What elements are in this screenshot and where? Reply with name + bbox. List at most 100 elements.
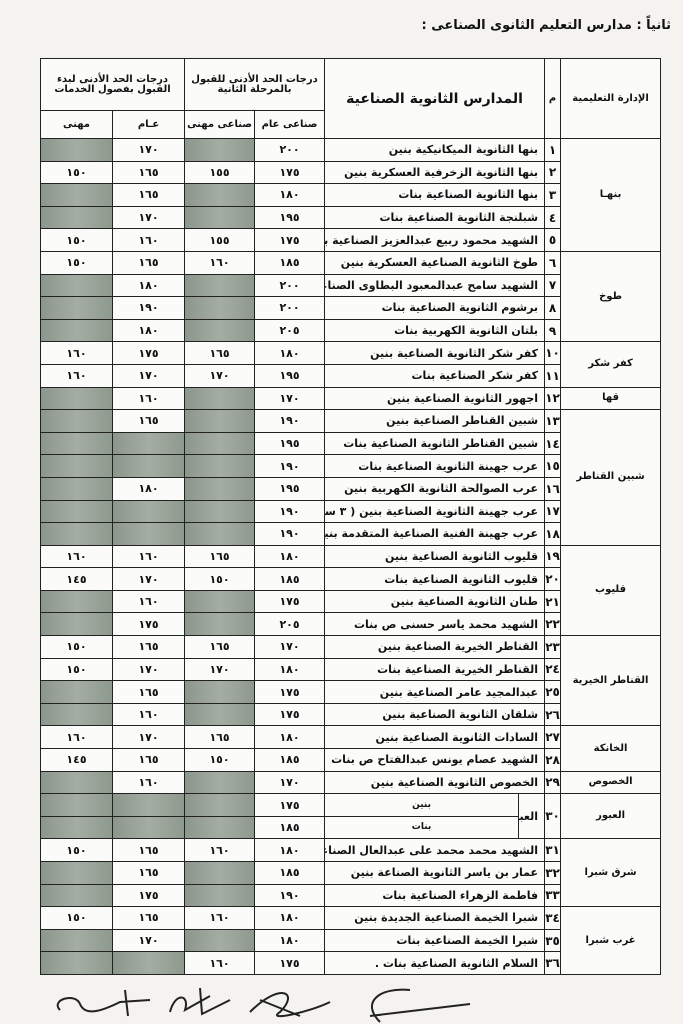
general-score: ١٨٠ [112,273,186,298]
masked-cell [184,589,256,614]
school-name: برشوم الثانوية الصناعية بنات [324,296,546,320]
general-score: ١٦٥ [112,409,186,433]
masked-cell [39,883,114,908]
masked-cell [39,612,114,637]
table-row: القناطر الخيرية ٢٣ القناطر الخيرية الصناعي… [39,635,662,727]
masked-cell [184,702,256,727]
industrial-professional-score: ١٦٠ [184,951,256,975]
masked-cell [184,680,256,704]
professional-score: ١٤٥ [39,567,114,591]
table-row: شرق شبرا ٣١ الشهيد محمد محمد على عبدالعال … [39,838,662,908]
school-name: عرب جهينة الفنية الصناعية المتقدمة بنين [324,522,546,546]
row-number: ٤ [544,205,562,230]
school-name: قليوب الثانوية الصناعية بنين [324,544,546,569]
district-cell: غرب شبرا [560,906,662,975]
school-name: بنها الثانوية الزخرفية العسكرية بنين [324,160,546,185]
masked-cell [184,183,256,207]
industrial-general-score: ١٩٠ [254,522,326,546]
row-number: ٢٦ [544,702,562,727]
masked-cell [112,499,186,524]
table-row: ٢ بنها الثانوية الزخرفية العسكرية بنين ١٧٥… [39,160,661,185]
table-row: طوخ ٦ طوخ الثانوية الصناعية العسكرية بنين ١… [39,250,662,343]
row-number: ٢ [544,160,562,185]
professional-score: ١٥٠ [39,160,114,185]
school-name: عرب جهينة الثانوية الصناعية بنات [324,454,546,478]
row-number: ١٦ [544,476,562,501]
district-cell: طوخ [560,250,662,343]
masked-cell [39,318,114,343]
professional-score: ١٦٠ [39,544,114,569]
school-name: عمار بن ياسر الثانوية الصناعة بنين [324,861,546,885]
masked-cell [184,431,256,456]
row-number: ٣٣ [544,883,562,908]
masked-cell [39,589,114,614]
school-name: شبرا الخيمة الصناعية الجديدة بنين [324,906,546,930]
school-name: شبين القناطر الصناعية بنين [324,409,546,433]
masked-cell [112,522,186,546]
masked-cell [39,499,114,524]
masked-cell [39,702,114,727]
industrial-professional-score: ١٥٥ [184,228,256,252]
school-name: بنها الثانوية الميكانيكية بنين [324,138,546,162]
school-name: بلتان الثانوية الكهربية بنات [324,318,546,343]
professional-score: ١٥٠ [39,250,114,275]
school-name: اجهور الثانوية الصناعية بنين [324,386,546,411]
table-row: غرب شبرا ٣٤ شبرا الخيمة الصناعية الجديدة ب… [39,906,662,975]
industrial-professional-score: ١٦٥ [184,635,256,659]
general-score: ١٧٥ [112,612,186,637]
school-name: قليوب الثانوية الصناعية بنات [324,567,546,591]
table-row: ٢١ طنان الثانوية الصناعية بنين ١٧٥ ١٦٠ [39,589,661,614]
school-name: عبدالمجيد عامر الصناعية بنين [324,680,546,704]
row-number: ١ [544,138,562,162]
school-name: الشهيد سامح عبدالمعبود البطاوى الصناعية … [324,273,546,298]
industrial-professional-score: ١٦٠ [184,250,256,275]
industrial-general-score: ١٨٥ [254,815,326,840]
row-number: ٢١ [544,589,562,614]
industrial-general-score: ١٩٠ [254,499,326,524]
school-name: طوخ الثانوية الصناعية العسكرية بنين [324,250,546,275]
masked-cell [39,296,114,320]
table-row: ٣٦ السلام الثانوية الصناعية بنات . ١٧٥ ١٦٠ [39,951,661,975]
general-score: ١٧٠ [112,205,186,230]
row-number: ٢٠ [544,567,562,591]
industrial-professional-score: ١٦٥ [184,544,256,569]
general-score: ١٦٠ [112,386,186,411]
masked-cell [39,138,114,162]
general-score: ١٦٥ [112,250,186,275]
table-row: ٥ الشهيد محمود ربيع عبدالعزيز الصناعية بن… [39,228,661,252]
industrial-general-score: ١٩٠ [254,409,326,433]
school-name: شبرا الخيمة الصناعية بنات [324,928,546,953]
row-number: ٢٧ [544,725,562,750]
industrial-general-score: ١٨٥ [254,567,326,591]
school-name: السادات الثانوية الصناعية بنين [324,725,546,750]
general-score: ١٦٥ [112,861,186,885]
table-row: العبور٣٠العبور الثانوية الصناعية المشترك… [39,793,662,840]
row-number: ٣ [544,183,562,207]
masked-cell [184,454,256,478]
district-cell: القناطر الخيرية [560,635,662,727]
masked-cell [184,499,256,524]
masked-cell [184,522,256,546]
district-cell: شرق شبرا [560,838,662,908]
district-cell: بنهـا [560,138,662,252]
district-cell: العبور [560,793,662,840]
industrial-general-score: ١٩٥ [254,363,326,388]
row-number: ١٧ [544,499,562,524]
general-score: ١٧٠ [112,567,186,591]
header-school: المدارس الثانوية الصناعية [324,58,546,139]
industrial-general-score: ١٧٥ [254,793,326,817]
school-name: فاطمة الزهراء الصناعية بنات [324,883,546,908]
masked-cell [39,409,114,433]
industrial-general-score: ١٨٥ [254,861,326,885]
industrial-general-score: ٢٠٠ [254,273,326,298]
masked-cell [184,793,256,817]
industrial-general-score: ١٨٥ [254,748,326,772]
industrial-general-score: ٢٠٥ [254,612,326,637]
general-score: ١٦٠ [112,589,186,614]
header-services: درجات الحد الأدنى لبدء القبول بفصول الخد… [39,58,186,111]
row-number: ١١ [544,363,562,388]
row-number: ٣٥ [544,928,562,953]
masked-cell [39,273,114,298]
masked-cell [184,273,256,298]
masked-cell [112,793,186,817]
